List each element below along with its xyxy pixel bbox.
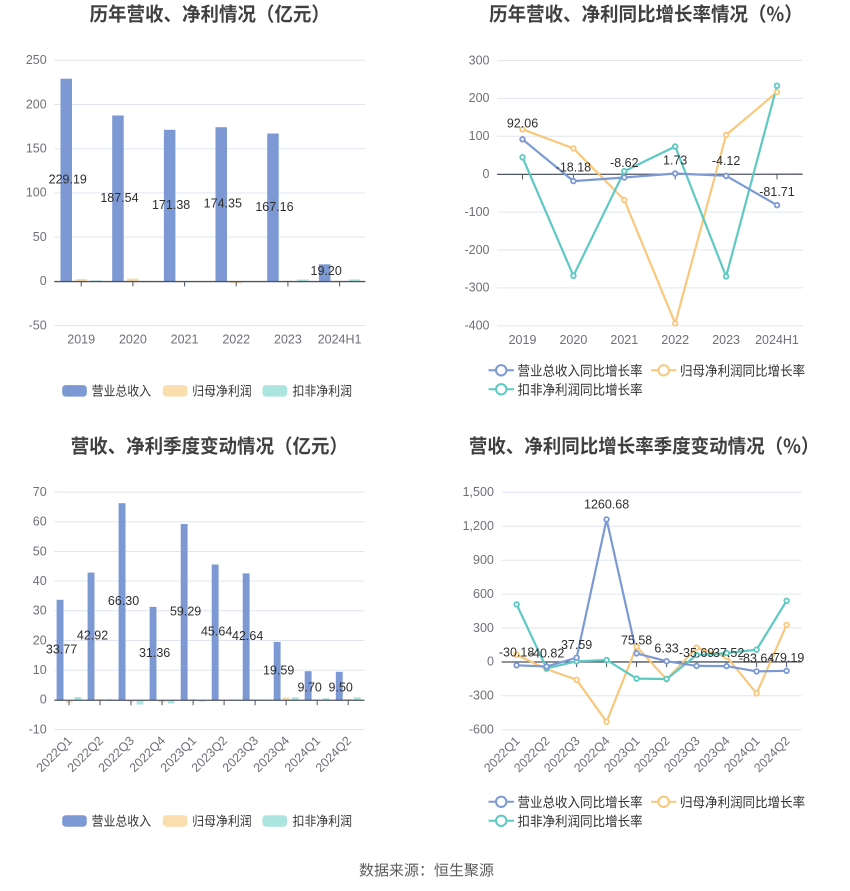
svg-text:2021: 2021 — [610, 333, 638, 347]
svg-text:-50: -50 — [29, 318, 47, 332]
svg-text:150: 150 — [26, 142, 47, 156]
svg-text:0: 0 — [483, 167, 490, 181]
svg-text:167.16: 167.16 — [255, 200, 293, 214]
svg-text:2023: 2023 — [712, 333, 740, 347]
svg-text:42.92: 42.92 — [77, 629, 108, 643]
svg-text:33.77: 33.77 — [46, 642, 77, 656]
svg-text:-300: -300 — [469, 689, 494, 703]
svg-text:30: 30 — [33, 604, 47, 618]
svg-text:200: 200 — [26, 97, 47, 111]
svg-text:2022: 2022 — [222, 333, 250, 347]
svg-text:100: 100 — [26, 186, 47, 200]
svg-text:-18.18: -18.18 — [556, 160, 591, 174]
svg-text:40: 40 — [33, 574, 47, 588]
svg-text:-83.64: -83.64 — [739, 651, 774, 665]
svg-text:100: 100 — [469, 129, 490, 143]
svg-text:2023: 2023 — [274, 333, 302, 347]
svg-text:250: 250 — [26, 53, 47, 67]
svg-text:300: 300 — [469, 53, 490, 67]
svg-text:20: 20 — [33, 633, 47, 647]
svg-text:19.59: 19.59 — [263, 663, 294, 677]
svg-text:900: 900 — [473, 553, 494, 567]
svg-text:-300: -300 — [464, 281, 489, 295]
svg-text:1,500: 1,500 — [463, 485, 494, 499]
svg-text:-400: -400 — [464, 319, 489, 333]
svg-text:-79.19: -79.19 — [769, 651, 804, 665]
svg-text:31.36: 31.36 — [139, 646, 170, 660]
svg-text:75.58: 75.58 — [621, 633, 652, 647]
svg-text:-4.12: -4.12 — [712, 154, 741, 168]
svg-text:300: 300 — [473, 621, 494, 635]
svg-text:2019: 2019 — [67, 333, 95, 347]
svg-text:59.29: 59.29 — [170, 604, 201, 618]
svg-text:2024H1: 2024H1 — [755, 333, 799, 347]
svg-text:2020: 2020 — [559, 333, 587, 347]
svg-text:-81.71: -81.71 — [759, 185, 794, 199]
svg-text:-35.69: -35.69 — [679, 646, 714, 660]
svg-text:2022: 2022 — [661, 333, 689, 347]
svg-text:2020: 2020 — [119, 333, 147, 347]
svg-text:-100: -100 — [464, 205, 489, 219]
svg-text:60: 60 — [33, 515, 47, 529]
svg-text:-30.18: -30.18 — [499, 645, 534, 659]
svg-text:229.19: 229.19 — [49, 172, 87, 186]
svg-text:1,200: 1,200 — [463, 519, 494, 533]
svg-text:70: 70 — [33, 485, 47, 499]
svg-text:2019: 2019 — [509, 333, 537, 347]
svg-text:171.38: 171.38 — [152, 198, 190, 212]
svg-text:9.50: 9.50 — [329, 680, 353, 694]
svg-text:0: 0 — [40, 274, 47, 288]
svg-text:19.20: 19.20 — [311, 264, 342, 278]
svg-text:1.73: 1.73 — [663, 154, 687, 168]
svg-text:37.59: 37.59 — [561, 638, 592, 652]
svg-text:0: 0 — [487, 655, 494, 669]
svg-text:50: 50 — [33, 230, 47, 244]
svg-text:174.35: 174.35 — [204, 197, 242, 211]
svg-text:-37.52: -37.52 — [709, 646, 744, 660]
svg-text:50: 50 — [33, 544, 47, 558]
svg-text:66.30: 66.30 — [108, 594, 139, 608]
svg-text:187.54: 187.54 — [100, 191, 138, 205]
svg-text:0: 0 — [40, 693, 47, 707]
svg-text:10: 10 — [33, 663, 47, 677]
svg-text:-10: -10 — [29, 722, 47, 736]
svg-text:1260.68: 1260.68 — [584, 497, 629, 511]
svg-text:-8.62: -8.62 — [610, 156, 639, 170]
svg-text:-600: -600 — [469, 723, 494, 737]
svg-text:2021: 2021 — [171, 333, 199, 347]
svg-text:-40.82: -40.82 — [529, 647, 564, 661]
svg-text:42.64: 42.64 — [232, 629, 263, 643]
svg-text:92.06: 92.06 — [507, 117, 538, 131]
svg-text:600: 600 — [473, 587, 494, 601]
svg-text:45.64: 45.64 — [201, 625, 232, 639]
svg-text:6.33: 6.33 — [654, 641, 678, 655]
svg-text:-200: -200 — [464, 243, 489, 257]
svg-text:200: 200 — [469, 91, 490, 105]
svg-text:2024H1: 2024H1 — [318, 333, 362, 347]
svg-text:9.70: 9.70 — [298, 680, 322, 694]
